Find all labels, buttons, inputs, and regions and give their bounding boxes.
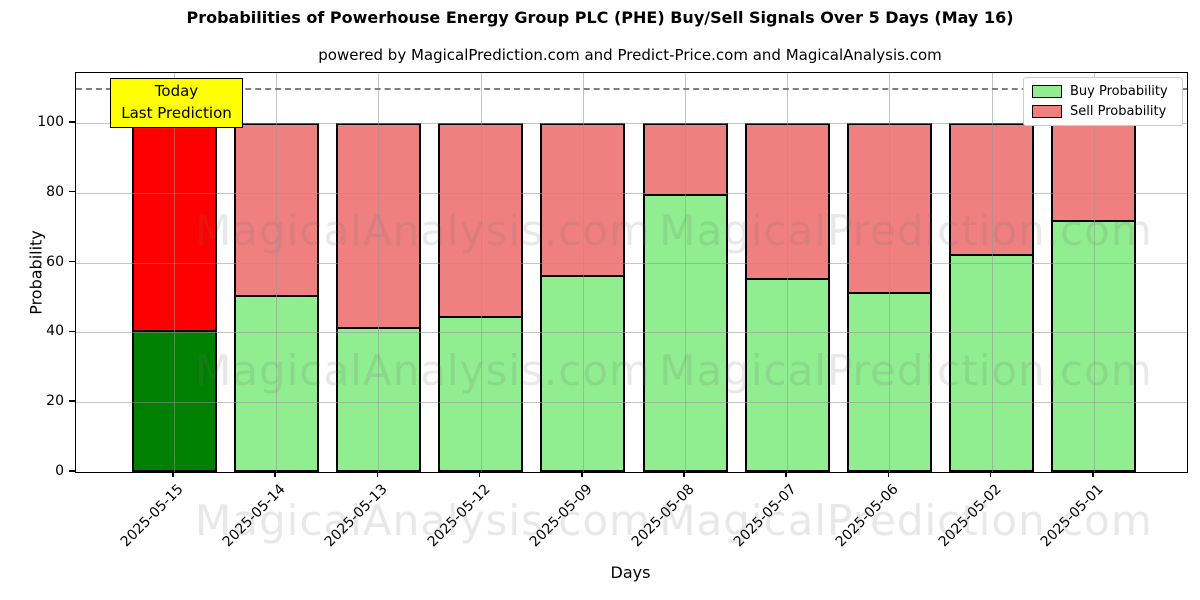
watermark-analysis-row1: MagicalAnalysis.com [195, 206, 651, 255]
legend-item-buy: Buy Probability [1032, 84, 1174, 99]
v-gridline-2025-05-07 [787, 73, 789, 472]
x-tick-label-2025-05-15: 2025-05-15 [117, 481, 187, 551]
y-tick-label-80: 80 [46, 183, 64, 200]
v-gridline-2025-05-13 [378, 73, 380, 472]
v-gridline-2025-05-15 [174, 73, 175, 472]
v-gridline-2025-05-02 [991, 73, 993, 472]
h-gridline-100 [76, 122, 1187, 124]
plot-area: MagicalAnalysis.com MagicalPrediction.co… [75, 72, 1188, 545]
x-axis-label: Days [610, 563, 651, 582]
buy-swatch-icon [1032, 85, 1062, 98]
y-tick-mark-0 [69, 470, 75, 472]
v-gridline-2025-05-08 [685, 73, 686, 472]
chart-title: Probabilities of Powerhouse Energy Group… [186, 8, 1014, 27]
today-annotation: Today Last Prediction [110, 78, 243, 128]
v-gridline-2025-05-12 [480, 73, 482, 472]
x-tick-mark-2025-05-13 [376, 471, 379, 477]
h-gridline-40 [76, 332, 1187, 334]
v-gridline-2025-05-14 [276, 73, 278, 472]
today-annotation-line2: Last Prediction [121, 104, 232, 122]
legend-item-sell: Sell Probability [1032, 104, 1174, 119]
y-tick-label-60: 60 [46, 253, 64, 270]
x-tick-mark-2025-05-06 [887, 471, 890, 477]
y-tick-label-0: 0 [55, 463, 64, 479]
sell-swatch-icon [1032, 105, 1062, 118]
watermark-prediction-row3: MagicalPrediction.com [659, 496, 1153, 545]
v-gridline-2025-05-06 [889, 73, 891, 472]
y-tick-mark-40 [69, 330, 75, 333]
y-tick-label-40: 40 [46, 323, 64, 340]
y-tick-label-100: 100 [37, 113, 64, 130]
watermark-analysis-row2: MagicalAnalysis.com [195, 346, 651, 395]
x-tick-mark-2025-05-12 [478, 471, 481, 477]
x-tick-mark-2025-05-15 [172, 471, 174, 477]
x-tick-mark-2025-05-08 [683, 471, 685, 477]
legend-label-buy: Buy Probability [1070, 84, 1168, 99]
threshold-dashed-line [76, 88, 1187, 90]
chart-subtitle: powered by MagicalPrediction.com and Pre… [318, 46, 942, 64]
today-annotation-line1: Today [154, 82, 199, 101]
watermark-analysis-row3: MagicalAnalysis.com [195, 496, 651, 545]
legend-label-sell: Sell Probability [1070, 104, 1167, 119]
watermark-prediction-row1: MagicalPrediction.com [659, 206, 1153, 255]
x-tick-mark-2025-05-09 [581, 471, 583, 477]
y-tick-mark-100 [69, 121, 75, 123]
y-tick-mark-20 [69, 400, 75, 402]
y-tick-mark-80 [69, 190, 75, 193]
x-tick-mark-2025-05-07 [785, 471, 787, 477]
y-tick-mark-60 [69, 260, 75, 263]
x-tick-mark-2025-05-14 [274, 471, 276, 477]
v-gridline-2025-05-01 [1093, 73, 1095, 472]
h-gridline-80 [76, 192, 1187, 194]
legend: Buy Probability Sell Probability [1023, 77, 1183, 126]
h-gridline-20 [76, 402, 1187, 404]
watermark-prediction-row2: MagicalPrediction.com [659, 346, 1153, 395]
v-gridline-2025-05-09 [582, 73, 584, 472]
h-gridline-60 [76, 262, 1187, 264]
y-tick-label-20: 20 [46, 393, 64, 410]
x-tick-mark-2025-05-01 [1092, 471, 1094, 477]
x-tick-mark-2025-05-02 [989, 471, 992, 477]
